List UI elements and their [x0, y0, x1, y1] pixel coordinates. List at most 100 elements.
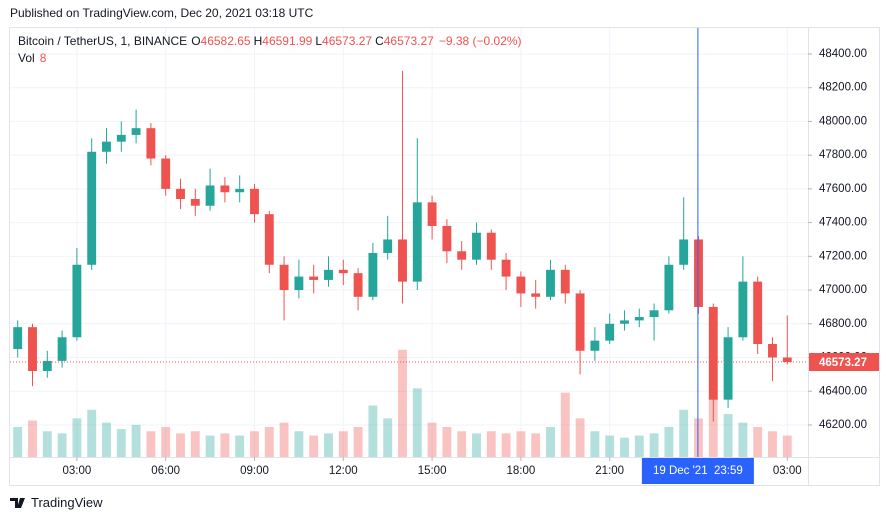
candle-body — [72, 264, 82, 338]
ohlc-value: 46591.99 — [262, 34, 312, 48]
logo: TradingView — [10, 495, 103, 510]
x-tick-label: 15:00 — [418, 465, 447, 477]
last-price-box — [809, 353, 879, 372]
volume-legend: Vol 8 — [18, 51, 47, 65]
candle-body — [383, 239, 393, 253]
volume-bar — [634, 435, 644, 457]
published-note: Published on TradingView.com, Dec 20, 20… — [10, 6, 314, 20]
candle-body — [753, 281, 763, 345]
candle-body — [560, 269, 570, 294]
volume-bar — [486, 431, 496, 457]
candle-body — [634, 317, 644, 321]
crosshair-label: 19 Dec '21 23:59 — [653, 465, 743, 477]
volume-bar — [87, 409, 97, 457]
brand: TradingView — [31, 495, 103, 510]
volume-bar — [264, 426, 274, 457]
volume-bar — [324, 433, 333, 457]
volume-bar — [412, 388, 422, 457]
volume-bar — [427, 422, 437, 457]
x-tick-label: 18:00 — [506, 465, 535, 477]
legend: Bitcoin / TetherUS, 1, BINANCE O46582.65 H… — [18, 34, 522, 65]
candle-body — [398, 239, 407, 282]
x-tick-label: 12:00 — [329, 465, 358, 477]
candle-body — [250, 188, 259, 215]
x-tick-label: 03:00 — [773, 465, 802, 477]
candle-layer — [10, 28, 808, 457]
volume-bar — [708, 396, 718, 457]
volume-bar — [116, 429, 126, 457]
candle-body — [620, 320, 629, 324]
y-tick-label: 48200.00 — [819, 82, 867, 94]
chart-frame — [9, 27, 880, 486]
candle-body — [294, 276, 304, 291]
axes: 46200.0046400.0046600.0046800.0047000.00… — [63, 48, 879, 484]
volume-bar — [398, 349, 407, 457]
ohlc-value: 46573.27 — [384, 34, 434, 48]
candle-body — [57, 337, 67, 361]
candle-body — [324, 269, 333, 280]
candle-body — [486, 232, 496, 260]
candle-body — [264, 214, 274, 265]
candle-body — [353, 273, 363, 297]
volume-bar — [294, 431, 304, 457]
volume-bar — [516, 431, 526, 457]
candle-body — [516, 276, 526, 294]
candle-body — [190, 198, 200, 206]
y-tick-label: 46800.00 — [819, 318, 867, 330]
candle-body — [412, 202, 422, 282]
y-tick-label: 47400.00 — [819, 217, 867, 229]
candle-body — [131, 128, 141, 135]
x-tick-label: 09:00 — [240, 465, 269, 477]
candle-body — [723, 337, 733, 400]
volume-bar — [353, 426, 363, 457]
candle-body — [679, 239, 689, 265]
volume-bar — [782, 435, 792, 457]
volume-bar — [649, 433, 659, 457]
y-tick-label: 47800.00 — [819, 149, 867, 161]
candle-body — [457, 251, 467, 260]
y-tick-label: 48000.00 — [819, 115, 867, 127]
candle-body — [590, 340, 600, 351]
candle-body — [161, 158, 171, 189]
volume-bar — [72, 418, 82, 457]
ohlc-key: L — [315, 34, 322, 48]
volume-bar — [146, 431, 156, 457]
candle-body — [531, 293, 541, 297]
y-tick-label: 48400.00 — [819, 48, 867, 60]
volume-bar — [679, 409, 689, 457]
x-tick-label: 03:00 — [63, 465, 92, 477]
candle-body — [768, 344, 777, 358]
volume-bar — [57, 433, 67, 457]
volume-bar — [28, 420, 37, 457]
candle-body — [309, 276, 319, 280]
volume-bar — [176, 433, 185, 457]
candle-body — [220, 185, 230, 193]
candle-body — [649, 310, 659, 318]
candle-body — [442, 225, 452, 252]
candle-body — [116, 134, 126, 142]
candle-body — [368, 252, 378, 297]
y-tick-label: 47000.00 — [819, 284, 867, 296]
y-tick-label: 47600.00 — [819, 183, 867, 195]
x-tick-label: 21:00 — [595, 465, 624, 477]
ohlc-value: 46582.65 — [201, 34, 251, 48]
candle-body — [102, 141, 111, 152]
candle-body — [176, 188, 185, 199]
volume-bar — [442, 426, 452, 457]
candle-body — [664, 264, 674, 311]
volume-bar — [131, 424, 141, 457]
candle-body — [87, 151, 97, 265]
candle-body — [427, 202, 437, 226]
ohlc-key: O — [191, 34, 200, 48]
volume-bar — [664, 426, 674, 457]
y-tick-label: 46200.00 — [819, 419, 867, 431]
crosshair-box — [641, 458, 754, 484]
volume-value: 8 — [40, 51, 47, 65]
candle-body — [146, 128, 156, 159]
change: −9.38 (−0.02%) — [439, 34, 522, 48]
candle-body — [575, 293, 585, 351]
last-price-label: 46573.27 — [819, 357, 867, 369]
ohlc-value: 46573.27 — [322, 34, 372, 48]
candle-body — [738, 281, 748, 338]
ohlc-key: H — [254, 34, 263, 48]
